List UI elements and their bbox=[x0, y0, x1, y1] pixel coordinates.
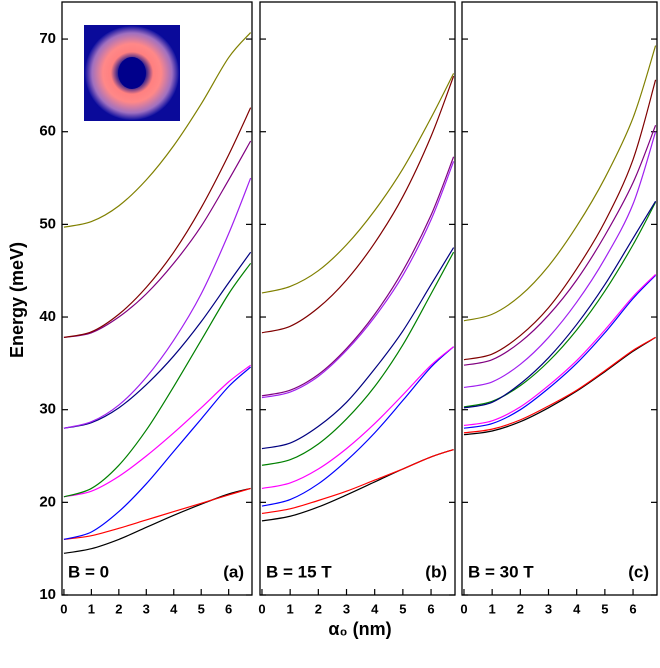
x-tick-label: 0 bbox=[460, 601, 467, 616]
x-tick-label: 3 bbox=[143, 601, 150, 616]
curve bbox=[63, 262, 252, 498]
curve bbox=[63, 487, 251, 554]
y-tick-label: 50 bbox=[39, 215, 56, 232]
plot-frame bbox=[259, 1, 456, 596]
curve bbox=[261, 156, 455, 397]
curve bbox=[261, 247, 455, 450]
x-tick-label: 3 bbox=[343, 601, 350, 616]
x-tick-label: 6 bbox=[629, 601, 636, 616]
x-tick-label: 6 bbox=[225, 601, 232, 616]
inset bbox=[84, 25, 180, 121]
y-tick-label: 10 bbox=[39, 586, 56, 603]
annotation: B = 15 T bbox=[266, 562, 332, 581]
curve bbox=[261, 346, 454, 507]
curve bbox=[463, 125, 657, 366]
x-tick-label: 0 bbox=[258, 601, 265, 616]
y-axis-label: Energy (meV) bbox=[7, 242, 27, 358]
x-tick-label: 1 bbox=[489, 601, 496, 616]
curve bbox=[261, 73, 455, 294]
curve bbox=[63, 107, 252, 339]
curve bbox=[63, 366, 252, 540]
curve bbox=[63, 251, 252, 429]
curve bbox=[63, 487, 251, 541]
curve bbox=[463, 79, 657, 361]
x-tick-label: 4 bbox=[170, 601, 178, 616]
curve bbox=[463, 273, 657, 427]
x-tick-label: 1 bbox=[287, 601, 294, 616]
curve bbox=[463, 274, 657, 429]
curve bbox=[261, 251, 455, 466]
curve bbox=[63, 177, 252, 429]
curve bbox=[463, 131, 657, 389]
curve bbox=[261, 75, 455, 334]
annotation: B = 0 bbox=[68, 562, 109, 581]
x-tick-label: 6 bbox=[427, 601, 434, 616]
curve bbox=[261, 448, 454, 522]
x-tick-label: 4 bbox=[371, 601, 379, 616]
curve bbox=[463, 336, 656, 436]
y-tick-label: 20 bbox=[39, 493, 56, 510]
curve bbox=[63, 140, 252, 339]
x-tick-label: 0 bbox=[60, 601, 67, 616]
panel-label: (a) bbox=[223, 562, 244, 581]
x-tick-label: 2 bbox=[315, 601, 322, 616]
x-tick-label: 3 bbox=[545, 601, 552, 616]
curve bbox=[261, 448, 454, 515]
x-tick-label: 5 bbox=[601, 601, 608, 616]
panel-label: (c) bbox=[628, 562, 649, 581]
x-tick-label: 5 bbox=[198, 601, 205, 616]
curve bbox=[463, 201, 657, 408]
plot-frame bbox=[61, 1, 253, 596]
x-axis-label: α₀ (nm) bbox=[328, 619, 391, 639]
y-tick-label: 60 bbox=[39, 123, 56, 140]
x-tick-label: 4 bbox=[573, 601, 581, 616]
annotation: B = 30 T bbox=[468, 562, 534, 581]
curve bbox=[63, 364, 251, 498]
x-tick-label: 2 bbox=[115, 601, 122, 616]
y-tick-label: 30 bbox=[39, 401, 56, 418]
plot-frame bbox=[461, 1, 658, 596]
x-tick-label: 5 bbox=[399, 601, 406, 616]
y-tick-label: 70 bbox=[39, 30, 56, 47]
panel-label: (b) bbox=[425, 562, 447, 581]
curve bbox=[261, 161, 455, 399]
x-tick-label: 1 bbox=[88, 601, 95, 616]
curve bbox=[261, 346, 454, 490]
y-tick-label: 40 bbox=[39, 308, 56, 325]
curve bbox=[463, 200, 657, 409]
curve bbox=[63, 32, 252, 228]
x-tick-label: 2 bbox=[517, 601, 524, 616]
curve bbox=[463, 336, 656, 434]
curve bbox=[463, 45, 657, 322]
